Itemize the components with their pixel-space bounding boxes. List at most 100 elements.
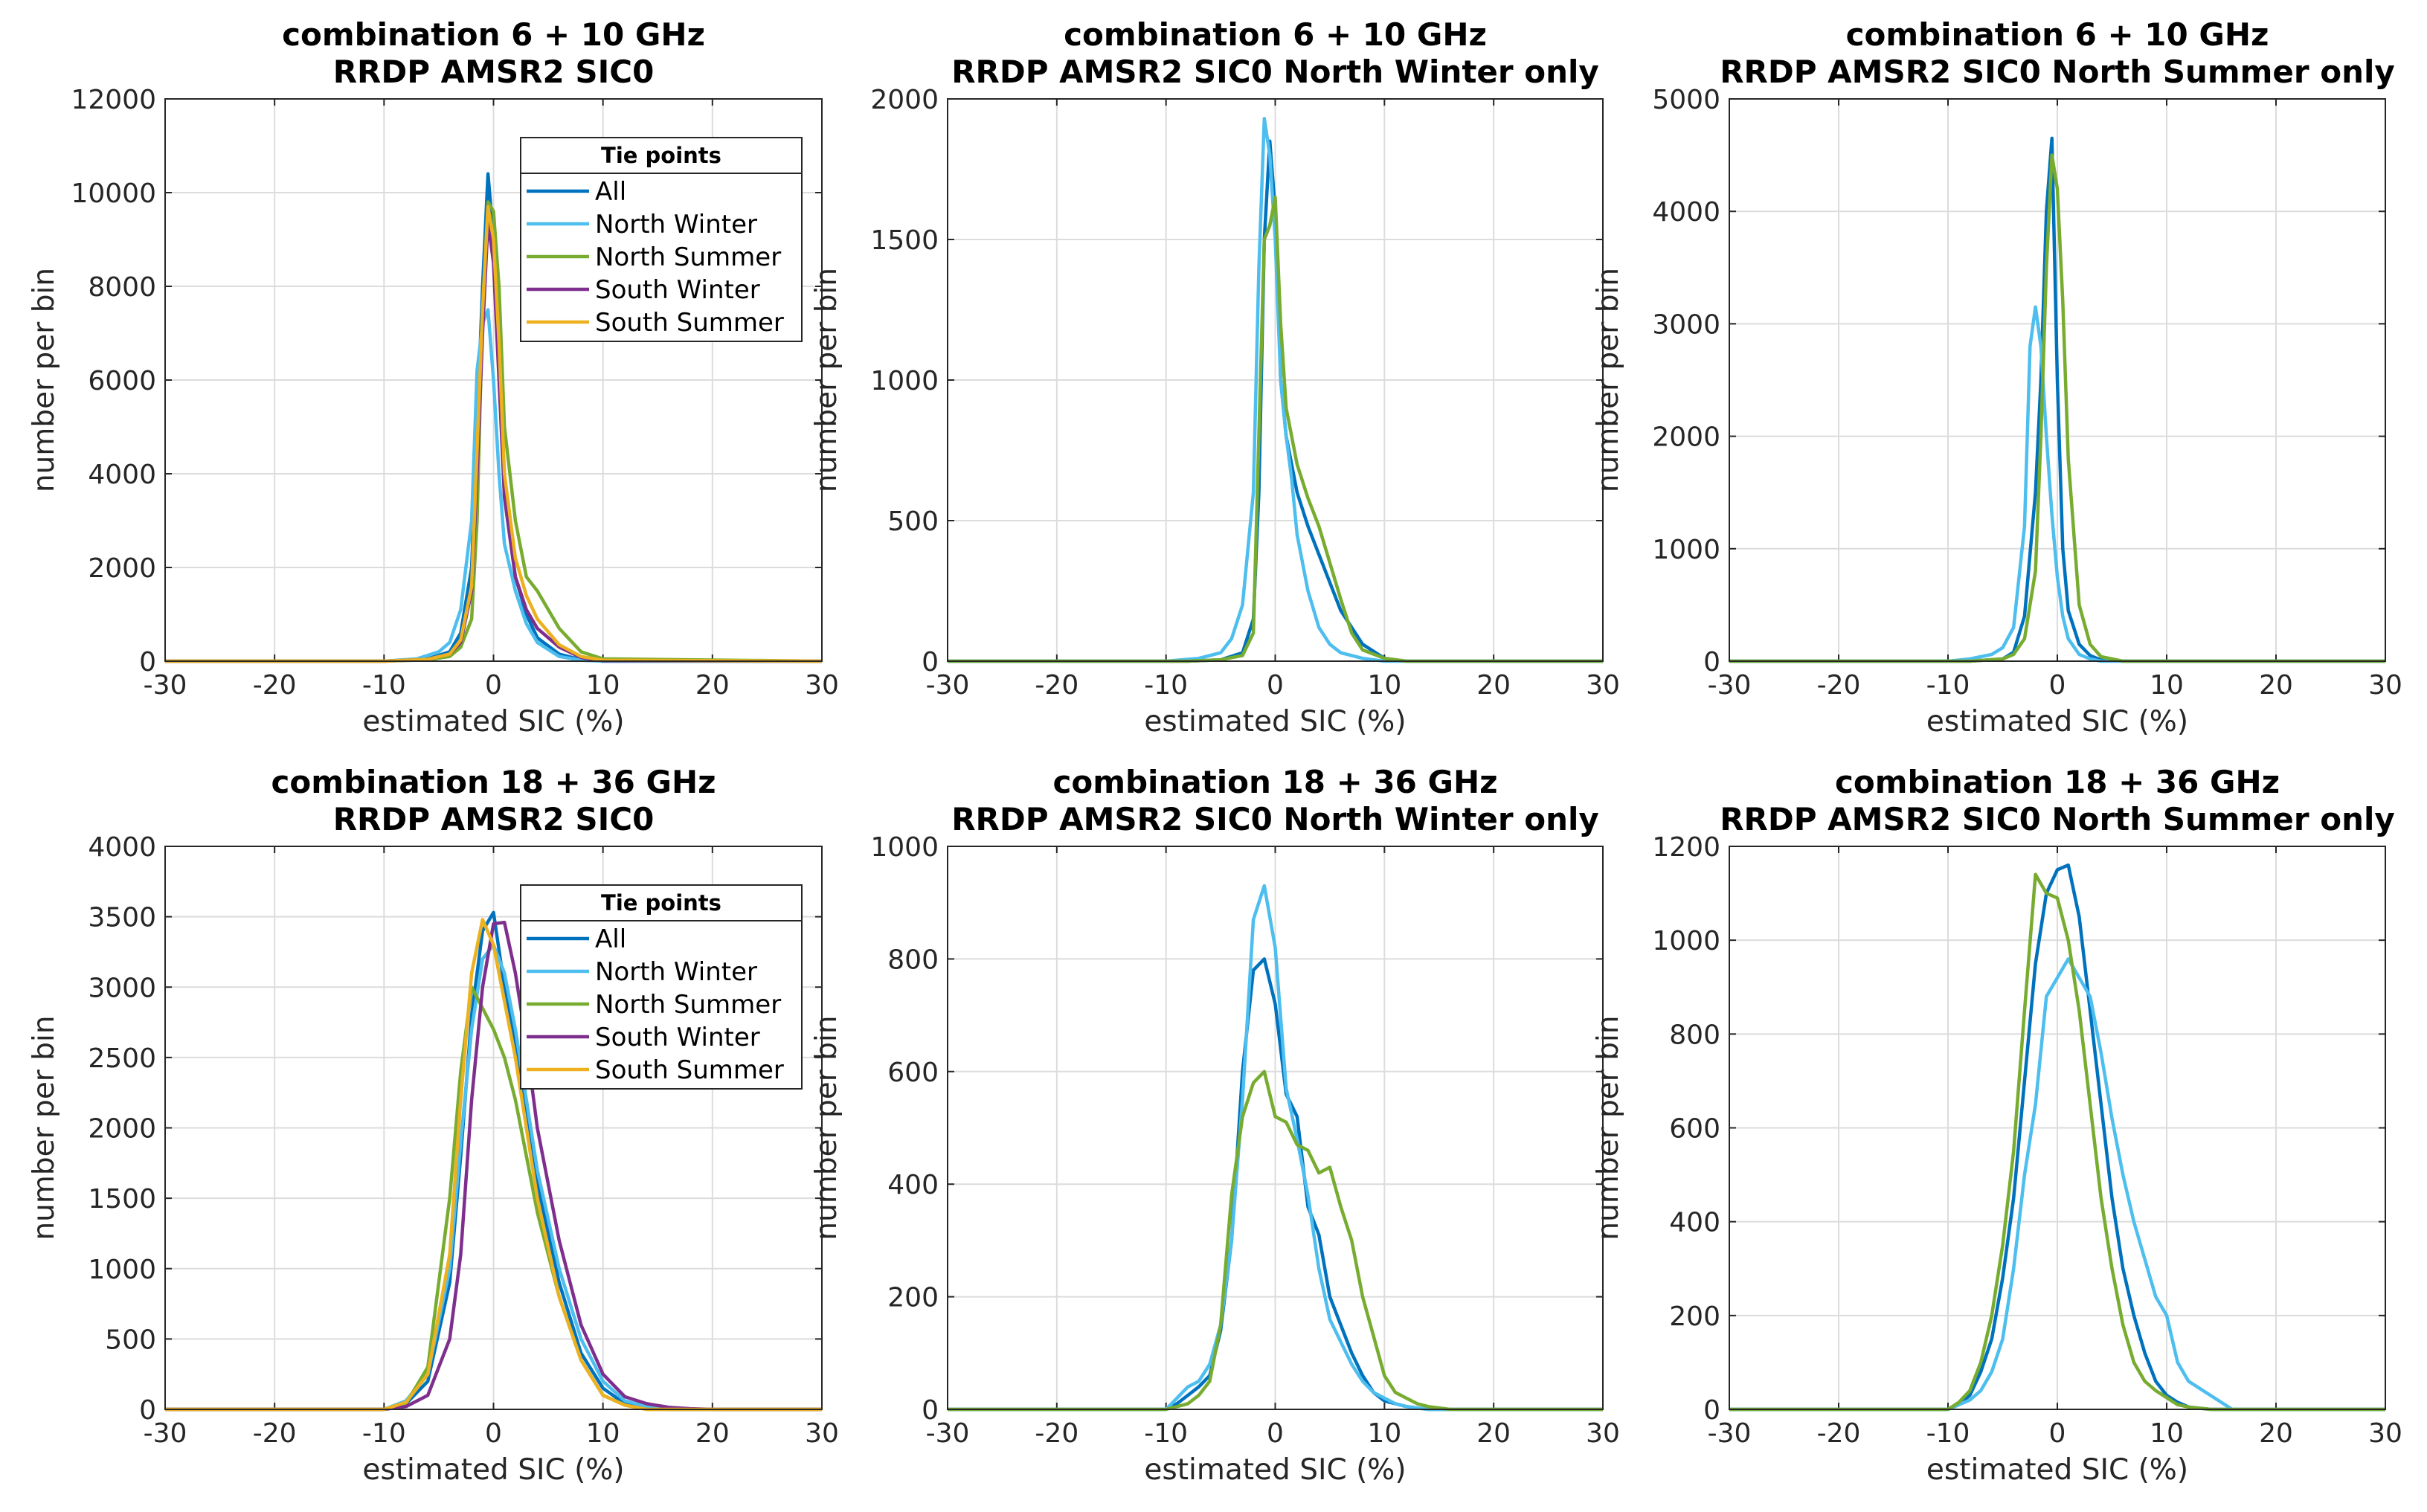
y-tick-label: 1500 [870, 225, 939, 256]
y-tick-label: 1000 [870, 366, 939, 396]
x-tick-label: 0 [1267, 670, 1284, 701]
y-tick-label: 0 [139, 647, 156, 678]
y-tick-label: 3000 [1652, 309, 1720, 340]
x-tick-label: 30 [2368, 670, 2402, 701]
x-tick-label: -10 [1144, 1418, 1188, 1449]
chart-subtitle: RRDP AMSR2 SIC0 [333, 54, 655, 90]
y-axis-label: number per bin [28, 1015, 61, 1240]
y-tick-label: 1000 [1652, 926, 1720, 956]
chart-title: combination 18 + 36 GHz [1052, 764, 1497, 800]
x-tick-label: -30 [926, 1418, 970, 1449]
chart-panel-6: -30 -20 -10 0 10 20 30 0 200 400 600 800 1000 1200 com… [1592, 764, 2402, 1487]
chart-panel-5: -30 -20 -10 0 10 20 30 0 200 400 600 800 1000 combina… [810, 764, 1620, 1487]
x-tick-label: 30 [1586, 670, 1620, 701]
y-tick-label: 600 [1669, 1114, 1720, 1145]
series-line-north-winter [1729, 957, 2385, 1412]
x-tick-label: -20 [1035, 1418, 1079, 1449]
y-axis-label: number per bin [810, 268, 843, 492]
series-line-south-summer [165, 205, 823, 663]
x-tick-label: 30 [2368, 1418, 2402, 1449]
series-line-north-winter [948, 884, 1603, 1412]
x-tick-label: 20 [695, 670, 730, 701]
y-tick-label: 4000 [88, 460, 156, 490]
y-tick-label: 0 [1703, 647, 1720, 678]
x-tick-label: -20 [1817, 670, 1861, 701]
x-axis-label: estimated SIC (%) [362, 1453, 624, 1487]
x-tick-label: 30 [1586, 1418, 1620, 1449]
chart-subtitle: RRDP AMSR2 SIC0 North Summer only [1720, 801, 2395, 837]
x-tick-label: 20 [695, 1418, 730, 1449]
y-tick-label: 0 [922, 647, 939, 678]
y-tick-label: 500 [887, 506, 939, 537]
y-tick-label: 6000 [88, 366, 156, 396]
x-axis-label: estimated SIC (%) [362, 705, 624, 739]
chart-subtitle: RRDP AMSR2 SIC0 North Winter only [951, 54, 1599, 90]
y-tick-label: 8000 [88, 272, 156, 303]
y-tick-label: 2000 [88, 553, 156, 584]
legend-entry: All [595, 177, 626, 207]
y-tick-label: 1000 [870, 832, 939, 863]
x-tick-label: 10 [586, 670, 620, 701]
legend-box [520, 884, 803, 1090]
legend-entry: South Summer [595, 308, 784, 338]
chart-title: combination 18 + 36 GHz [271, 764, 716, 800]
legend-entry: North Summer [595, 242, 781, 272]
x-tick-label: 0 [485, 670, 502, 701]
y-tick-label: 10000 [71, 178, 156, 209]
y-tick-label: 600 [887, 1058, 939, 1088]
x-tick-label: -30 [144, 1418, 187, 1449]
x-tick-label: -20 [253, 1418, 297, 1449]
y-tick-label: 5000 [1652, 85, 1720, 115]
y-tick-label: 12000 [71, 85, 156, 115]
series-line-south-summer [165, 918, 822, 1412]
x-tick-label: 30 [805, 670, 839, 701]
y-tick-label: 800 [1669, 1020, 1720, 1050]
y-tick-label: 400 [1669, 1208, 1720, 1238]
x-tick-label: 0 [1267, 1418, 1284, 1449]
y-tick-label: 0 [922, 1395, 939, 1426]
x-tick-label: 0 [2049, 670, 2066, 701]
x-tick-label: -30 [1708, 1418, 1752, 1449]
x-tick-label: 20 [2259, 670, 2293, 701]
chart-panel-3: -30 -20 -10 0 10 20 30 0 1000 2000 3000 4000 5000 com… [1592, 16, 2402, 739]
chart-title: combination 6 + 10 GHz [1064, 16, 1487, 53]
y-tick-label: 400 [887, 1170, 939, 1200]
y-tick-label: 0 [139, 1395, 156, 1426]
y-tick-label: 2000 [870, 85, 939, 115]
x-tick-label: -10 [362, 670, 406, 701]
chart-panel-1: -30 -20 -10 0 10 20 30 0 2000 4000 6000 8000 10000 12… [28, 16, 839, 739]
x-tick-label: -10 [362, 1418, 406, 1449]
series-line-north-winter [165, 308, 822, 663]
y-tick-label: 2000 [1652, 422, 1720, 453]
chart-title: combination 18 + 36 GHz [1835, 764, 2280, 800]
x-tick-label: 10 [2150, 1418, 2184, 1449]
x-tick-label: -20 [1817, 1418, 1861, 1449]
y-axis-label: number per bin [1592, 1015, 1625, 1240]
x-tick-label: 30 [805, 1418, 839, 1449]
x-tick-label: 10 [1367, 670, 1401, 701]
series-line-north-summer [1729, 153, 2385, 663]
legend-entry: South Winter [595, 1023, 760, 1052]
x-tick-label: -30 [144, 670, 187, 701]
x-tick-label: 20 [2259, 1418, 2293, 1449]
x-tick-label: 0 [485, 1418, 502, 1449]
y-tick-label: 1200 [1652, 832, 1720, 863]
chart-subtitle: RRDP AMSR2 SIC0 [333, 801, 655, 837]
y-tick-label: 1000 [88, 1255, 156, 1285]
x-tick-label: 0 [2049, 1418, 2066, 1449]
legend-title: Tie points [601, 890, 721, 916]
legend-entry: North Winter [595, 957, 757, 987]
x-tick-label: 20 [1476, 670, 1511, 701]
chart-title: combination 6 + 10 GHz [1846, 16, 2269, 53]
x-axis-label: estimated SIC (%) [1144, 705, 1406, 739]
axes-box [1729, 846, 2386, 1410]
legend-title: Tie points [601, 143, 721, 168]
legend-entry: All [595, 924, 626, 954]
axes-box [164, 98, 823, 662]
y-tick-label: 2000 [88, 1114, 156, 1145]
y-axis-label: number per bin [810, 1015, 843, 1240]
y-tick-label: 4000 [88, 832, 156, 863]
legend-box [520, 137, 803, 342]
chart-subtitle: RRDP AMSR2 SIC0 North Summer only [1720, 54, 2395, 90]
